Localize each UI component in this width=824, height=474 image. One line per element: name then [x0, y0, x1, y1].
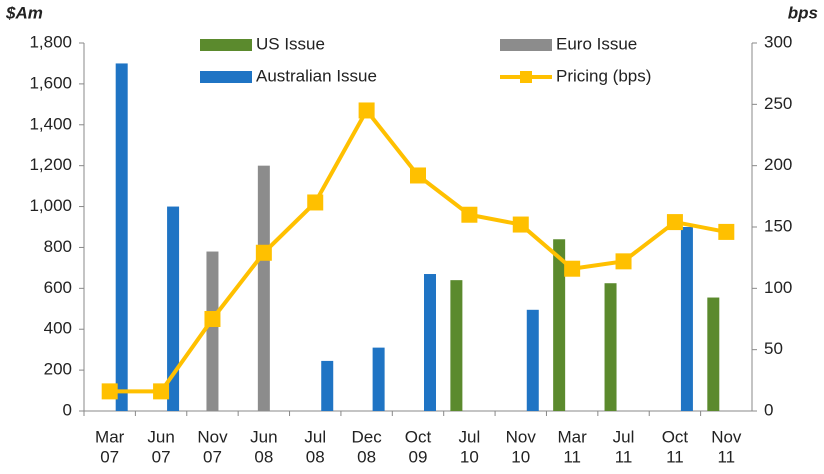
x-tick-label: 09: [409, 447, 428, 466]
marker: [358, 102, 375, 119]
y2-tick-label: 300: [764, 32, 792, 51]
y2-axis-title: bps: [788, 3, 818, 22]
x-tick-label: Jul: [304, 427, 326, 446]
y-tick-label: 0: [63, 400, 72, 419]
x-tick-label: 11: [666, 447, 684, 466]
bar: [707, 297, 720, 411]
bar: [257, 165, 270, 411]
y-tick-label: 1,800: [29, 32, 72, 51]
x-tick-label: Oct: [662, 427, 689, 446]
bar: [372, 347, 385, 411]
x-tick-label: 10: [511, 447, 530, 466]
x-tick-label: 11: [717, 447, 735, 466]
bar: [526, 309, 539, 411]
y2-tick-label: 250: [764, 94, 792, 113]
marker: [101, 383, 118, 400]
x-tick-label: Mar: [558, 427, 588, 446]
marker: [512, 216, 529, 233]
bar: [424, 274, 436, 411]
x-tick-label: 07: [152, 447, 171, 466]
x-tick-label: Jun: [250, 427, 277, 446]
legend-label: Euro Issue: [556, 34, 637, 53]
bar: [604, 283, 617, 411]
marker: [307, 194, 324, 211]
y2-tick-label: 0: [764, 400, 773, 419]
marker: [615, 253, 632, 270]
x-tick-label: 11: [563, 447, 581, 466]
y2-tick-label: 200: [764, 155, 792, 174]
x-tick-label: Dec: [351, 427, 382, 446]
x-tick-label: Nov: [506, 427, 537, 446]
x-tick-label: Jun: [147, 427, 174, 446]
x-tick-label: Mar: [95, 427, 125, 446]
y-tick-label: 400: [44, 319, 72, 338]
x-tick-label: Nov: [711, 427, 742, 446]
marker: [461, 206, 478, 223]
x-tick-label: 07: [203, 447, 222, 466]
x-tick-label: 11: [615, 447, 633, 466]
legend-label: Pricing (bps): [556, 66, 651, 85]
marker: [255, 244, 272, 261]
x-tick-label: 08: [306, 447, 325, 466]
y-tick-label: 600: [44, 278, 72, 297]
x-tick-label: Jul: [459, 427, 481, 446]
x-tick-label: Oct: [405, 427, 432, 446]
y-tick-label: 1,200: [29, 155, 72, 174]
y2-tick-label: 150: [764, 216, 792, 235]
legend-label: Australian Issue: [256, 66, 377, 85]
legend-swatch: [200, 39, 252, 51]
y-tick-label: 200: [44, 360, 72, 379]
x-tick-label: 08: [254, 447, 273, 466]
marker: [564, 260, 581, 277]
x-tick-label: 08: [357, 447, 376, 466]
bar: [680, 227, 693, 411]
marker: [410, 167, 426, 184]
x-tick-label: Nov: [197, 427, 228, 446]
bar: [450, 280, 463, 411]
legend-swatch: [500, 39, 552, 51]
y-tick-label: 800: [44, 237, 72, 256]
marker: [153, 383, 170, 400]
bar: [321, 360, 334, 411]
y-tick-label: 1,400: [29, 114, 72, 133]
y-tick-label: 1,000: [29, 196, 72, 215]
legend-swatch: [200, 71, 252, 83]
marker: [718, 223, 735, 240]
x-tick-label: 10: [460, 447, 479, 466]
bar: [167, 206, 180, 411]
bar: [553, 239, 566, 411]
x-tick-label: Jul: [613, 427, 635, 446]
marker: [666, 214, 683, 231]
legend-label: US Issue: [256, 34, 325, 53]
x-tick-label: 07: [100, 447, 119, 466]
y-tick-label: 1,600: [29, 73, 72, 92]
bar: [115, 63, 128, 411]
y2-tick-label: 50: [764, 339, 783, 358]
marker: [204, 311, 221, 327]
legend-swatch: [520, 71, 532, 83]
bar: [206, 251, 219, 411]
y-axis-title: $Am: [5, 3, 43, 22]
line: [109, 106, 727, 394]
y2-tick-label: 100: [764, 278, 792, 297]
